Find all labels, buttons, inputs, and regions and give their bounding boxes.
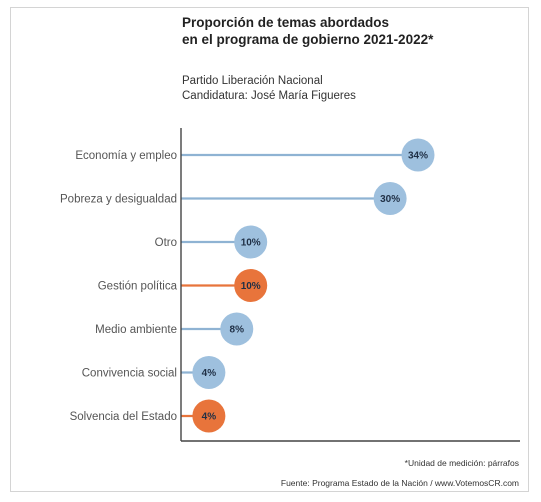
value-dot xyxy=(192,356,226,389)
party-name: Partido Liberación Nacional xyxy=(182,75,323,87)
title-line-1: Proporción de temas abordados xyxy=(182,15,390,30)
value-dot xyxy=(234,269,268,302)
value-dot xyxy=(220,312,254,346)
candidate-name: Candidatura: José María Figueres xyxy=(182,90,356,102)
value-label: 4% xyxy=(202,368,217,379)
source-footnote: Fuente: Programa Estado de la Nación / w… xyxy=(280,478,519,488)
chart-title: Proporción de temas abordados en el prog… xyxy=(182,14,522,48)
value-label: 4% xyxy=(202,412,217,423)
value-label: 10% xyxy=(241,238,261,249)
value-label: 34% xyxy=(408,151,428,162)
category-label: Pobreza y desigualdad xyxy=(60,194,177,206)
value-dot xyxy=(192,399,226,433)
category-label: Solvencia del Estado xyxy=(70,411,177,423)
chart-subtitle: Partido Liberación Nacional Candidatura:… xyxy=(182,74,522,104)
category-label: Gestión política xyxy=(98,281,178,293)
title-line-2: en el programa de gobierno 2021-2022* xyxy=(182,32,434,47)
category-label: Economía y empleo xyxy=(75,150,177,162)
value-dot xyxy=(234,225,268,259)
value-label: 10% xyxy=(241,281,261,292)
value-dot xyxy=(373,182,407,215)
value-label: 30% xyxy=(380,194,400,205)
category-label: Convivencia social xyxy=(82,368,177,380)
value-label: 8% xyxy=(230,325,245,336)
chart-frame xyxy=(10,7,529,492)
category-label: Otro xyxy=(155,237,177,249)
unit-footnote: *Unidad de medición: párrafos xyxy=(404,458,519,468)
value-dot xyxy=(401,138,435,172)
category-label: Medio ambiente xyxy=(95,324,177,336)
